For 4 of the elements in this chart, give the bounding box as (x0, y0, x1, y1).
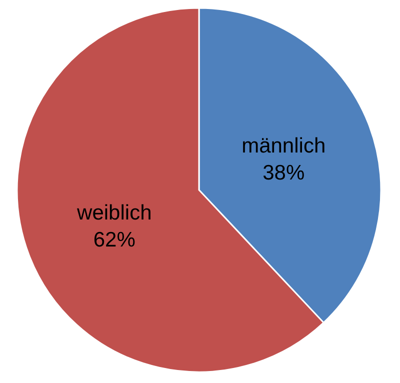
data-label: 38% (262, 162, 305, 185)
slice-label: weiblich (76, 201, 152, 224)
slice-label: männlich (242, 134, 326, 158)
data-label: 62% (93, 228, 136, 252)
